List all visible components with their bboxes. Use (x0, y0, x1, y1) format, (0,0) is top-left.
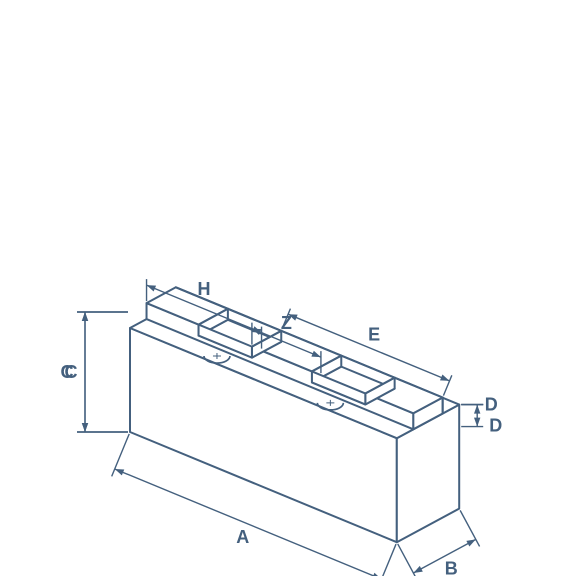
arrowhead (466, 539, 475, 546)
arrowhead (82, 312, 88, 321)
dim-C2-label: C (61, 362, 74, 382)
dim-D-label: D (489, 416, 502, 436)
arrowhead (474, 405, 480, 414)
technical-diagram: ABCCDDEHZ (0, 0, 576, 576)
arrowhead (413, 566, 422, 573)
arrowhead (474, 418, 480, 427)
arrowhead (115, 469, 125, 475)
dim-D-prep-label: D (485, 395, 498, 415)
arrowhead (82, 423, 88, 432)
arrowhead (147, 285, 157, 291)
dim-Z-label: Z (281, 313, 292, 333)
dim-H-label: H (198, 279, 211, 299)
ext (398, 544, 417, 576)
dim-B-label: B (445, 559, 458, 576)
dim-A-label: A (236, 527, 249, 547)
ext (378, 544, 396, 576)
dim-E-label: E (368, 325, 380, 345)
arrowhead (440, 374, 450, 380)
